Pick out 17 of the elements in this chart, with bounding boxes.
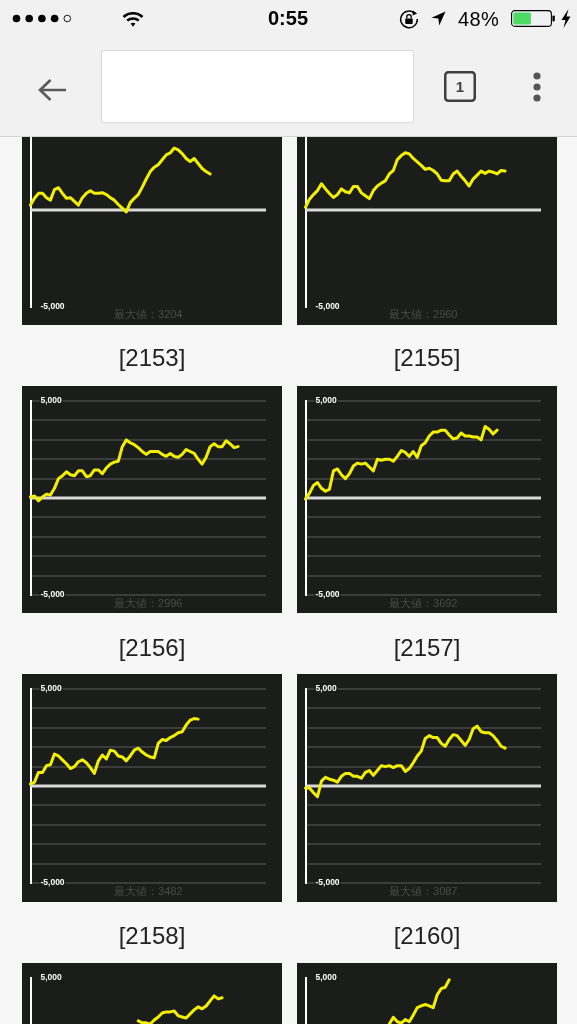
- y-tick-label: -5,000: [40, 877, 65, 888]
- y-tick-label: -5,000: [40, 589, 65, 600]
- text: 0:55: [267, 7, 309, 29]
- y-tick-label: 5,000: [315, 395, 338, 406]
- text: [2157]: [393, 633, 461, 661]
- y-tick-label: 5,000: [40, 395, 63, 406]
- y-tick-label: -5,000: [315, 877, 340, 888]
- text: 1: [455, 78, 465, 95]
- text: [2155]: [393, 343, 461, 371]
- y-tick-label: -5,000: [315, 589, 340, 600]
- y-tick-label: 5,000: [40, 683, 63, 694]
- text: [2153]: [118, 343, 186, 371]
- text: [2156]: [118, 633, 186, 661]
- y-tick-label: 5,000: [315, 683, 338, 694]
- text: [2158]: [118, 921, 186, 949]
- text: 48%: [458, 8, 500, 30]
- text: [2160]: [393, 921, 461, 949]
